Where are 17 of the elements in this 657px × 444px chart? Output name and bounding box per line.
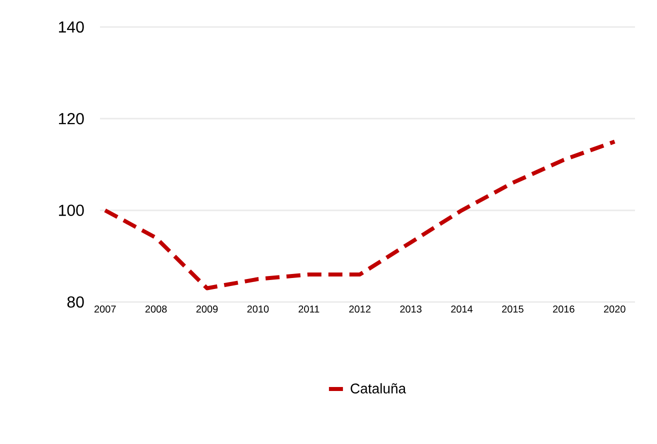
x-tick-label: 2013 (400, 306, 422, 313)
y-tick-label: 120 (59, 113, 84, 124)
x-tick-label: 2008 (145, 306, 167, 313)
x-tick-label: 2007 (94, 306, 116, 313)
y-tick-label: 100 (59, 204, 84, 216)
x-tick-label: 2014 (451, 306, 473, 313)
x-tick-label: 2011 (298, 306, 320, 313)
x-tick-label: 2016 (553, 306, 574, 313)
legend-label: Cataluña (350, 383, 406, 394)
y-tick-label: 140 (59, 21, 84, 33)
x-tick-label: 2015 (502, 306, 524, 313)
x-tick-label: 2009 (196, 306, 218, 313)
y-tick-label: 80 (67, 296, 84, 308)
x-tick-label: 2010 (247, 306, 269, 313)
line-series (103, 140, 617, 290)
x-tick-label: 2012 (349, 306, 370, 313)
x-tick-label: 2020 (604, 306, 626, 313)
